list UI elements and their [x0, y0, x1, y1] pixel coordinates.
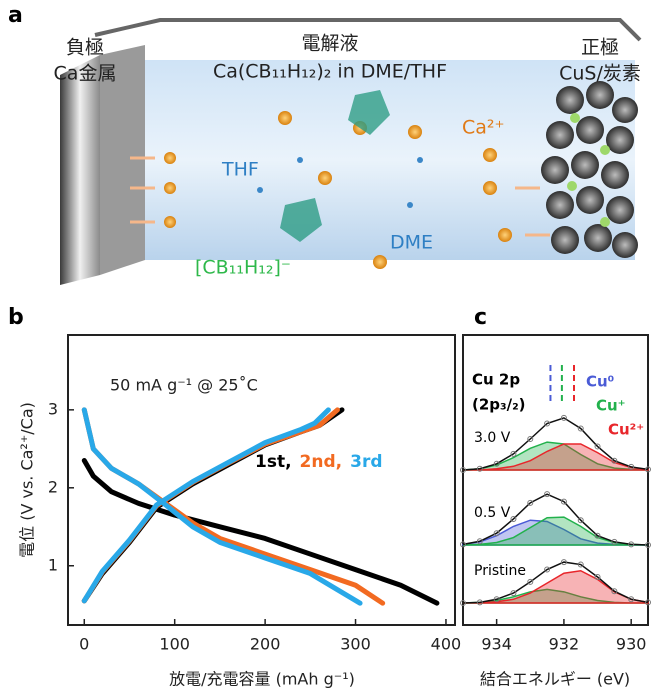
- cathode-material: CuS/炭素: [559, 63, 641, 85]
- legend-entry: 3rd: [350, 452, 382, 472]
- y-tick-label: 3: [48, 399, 58, 418]
- legend-entry: 1st,: [255, 452, 292, 472]
- x-tick-label: 930: [616, 635, 647, 654]
- x-tick-label: 932: [549, 635, 580, 654]
- x-tick-label: 300: [340, 635, 371, 654]
- reference-label: Cu⁺: [596, 397, 626, 415]
- anode-material: Ca金属: [54, 63, 117, 85]
- y-tick-label: 2: [48, 477, 58, 496]
- reference-label: Cu⁰: [586, 373, 614, 391]
- panel-label: a: [8, 3, 23, 28]
- anode-title: 負極: [66, 37, 104, 59]
- panel-label: c: [474, 305, 487, 330]
- x-axis-label: 放電/充電容量 (mAh g⁻¹): [169, 670, 355, 689]
- spectrum-subtitle: (2p₃/₂): [472, 396, 526, 414]
- spectrum-label: 0.5 V: [474, 505, 511, 521]
- x-tick-label: 400: [431, 635, 462, 654]
- legend-entry: 2nd,: [300, 452, 343, 472]
- y-axis-label: 電位 (V vs. Ca²⁺/Ca): [18, 402, 37, 558]
- panel-label: b: [8, 305, 24, 330]
- illustration: 負極 Ca金属 電解液 Ca(CB₁₁H₁₂)₂ in DME/THF 正極 C…: [54, 20, 641, 285]
- electrolyte-composition: Ca(CB₁₁H₁₂)₂ in DME/THF: [213, 61, 447, 83]
- x-axis-label: 結合エネルギー (eV): [480, 670, 630, 689]
- x-tick-label: 100: [159, 635, 190, 654]
- curve: [84, 410, 382, 603]
- electrolyte-title: 電解液: [301, 33, 358, 55]
- x-tick-label: 200: [250, 635, 281, 654]
- y-tick-label: 1: [48, 555, 58, 574]
- spectrum-label: Pristine: [474, 563, 526, 579]
- anion-label: [CB₁₁H₁₂]⁻: [195, 257, 291, 279]
- spectrum-title: Cu 2p: [472, 371, 520, 389]
- thf-label: THF: [221, 159, 259, 181]
- spectrum-label: 3.0 V: [474, 430, 511, 446]
- reference-label: Cu²⁺: [608, 421, 644, 439]
- figure: 負極 Ca金属 電解液 Ca(CB₁₁H₁₂)₂ in DME/THF 正極 C…: [0, 0, 651, 692]
- x-tick-label: 0: [79, 635, 89, 654]
- x-tick-label: 934: [481, 635, 512, 654]
- ion-label: Ca²⁺: [462, 117, 505, 139]
- annotation: 50 mA g⁻¹ @ 25˚C: [110, 376, 258, 395]
- curve: [84, 410, 328, 601]
- cathode-title: 正極: [581, 37, 619, 59]
- dme-label: DME: [390, 232, 433, 254]
